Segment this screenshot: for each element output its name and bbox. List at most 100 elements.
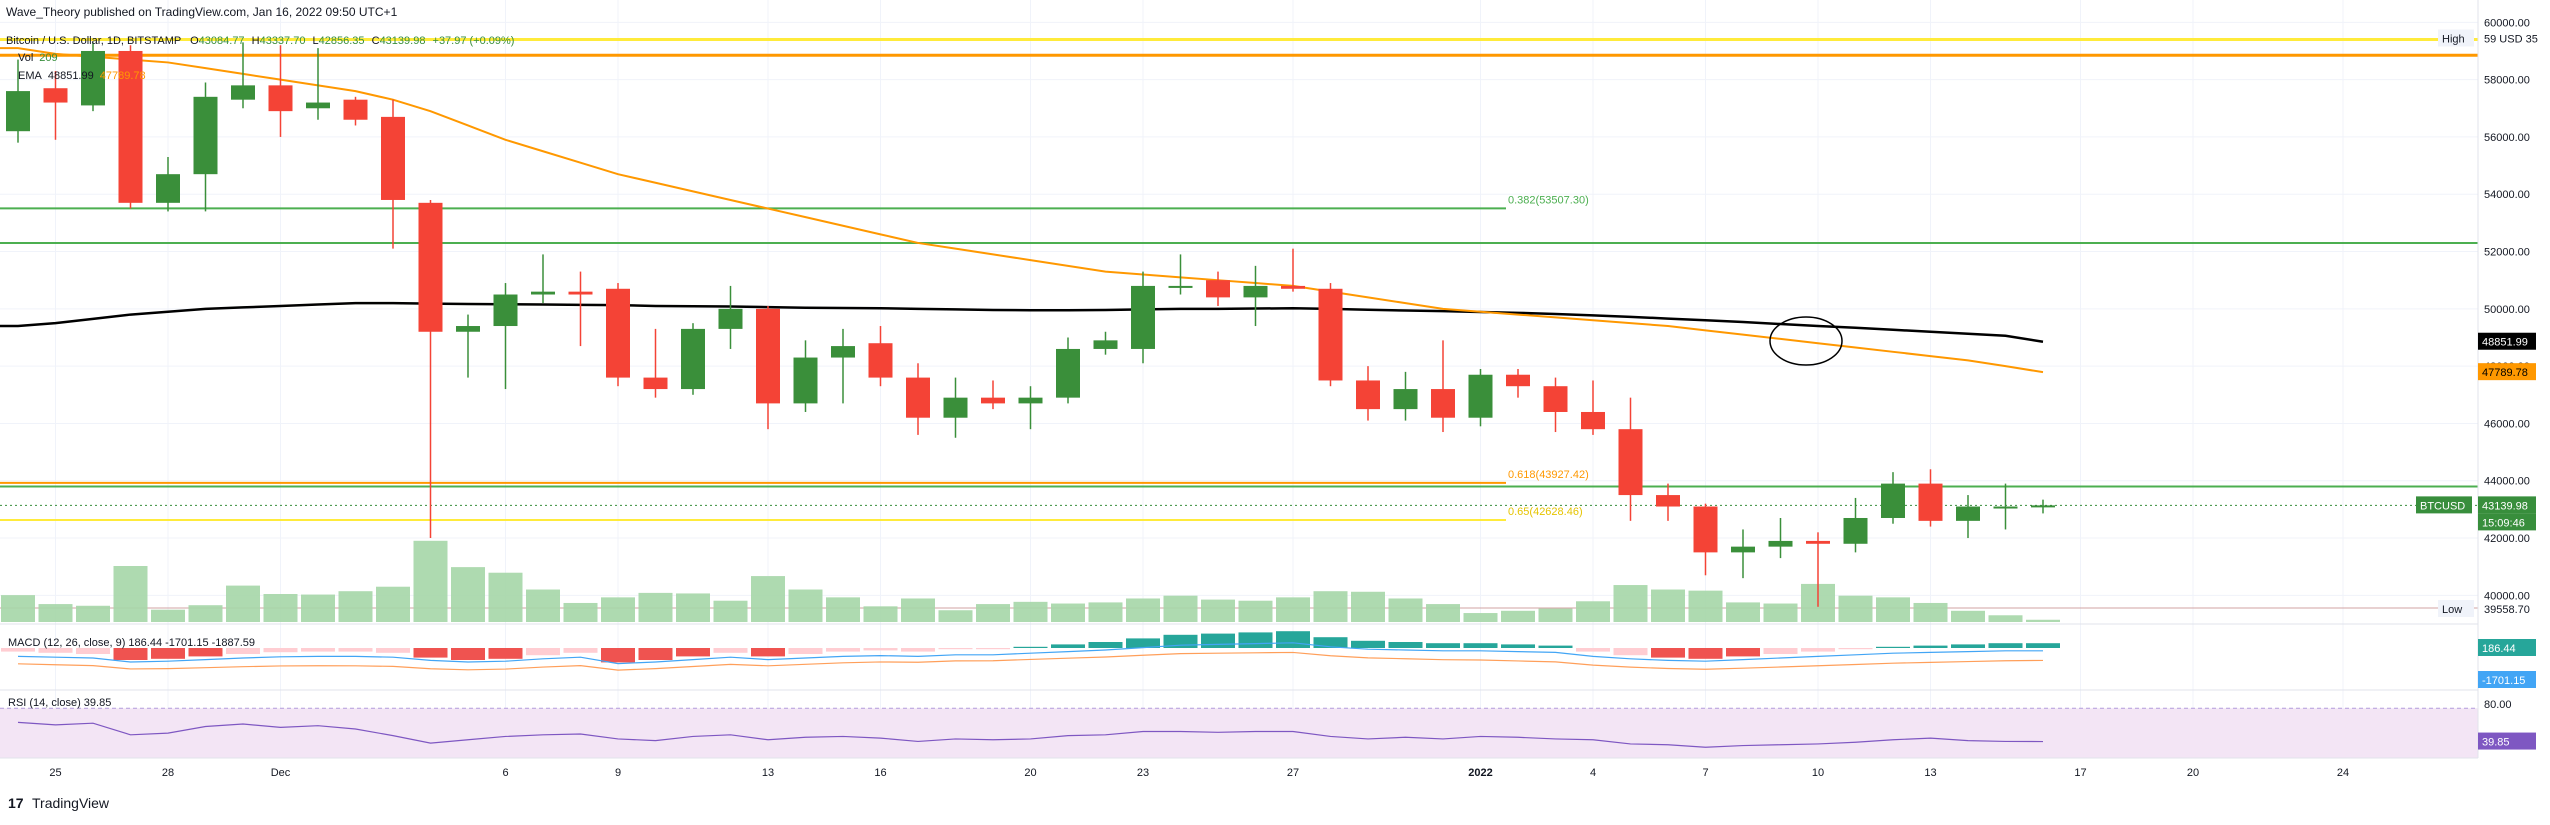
macd-hist-bar	[1, 648, 35, 652]
time-tick-label: 24	[2337, 767, 2349, 779]
volume-bar	[1763, 603, 1798, 622]
candle-body	[1843, 517, 1868, 544]
volume-bar	[1951, 610, 1985, 622]
macd-hist-bar	[526, 648, 560, 656]
time-tick-label: Dec	[271, 767, 291, 779]
macd-hist-bar	[788, 648, 823, 654]
symbol-title: Bitcoin / U.S. Dollar, 1D, BITSTAMP O430…	[6, 35, 514, 47]
candle-body	[1956, 506, 1980, 521]
low-tag: Low	[2442, 604, 2462, 616]
candle-body	[1281, 285, 1305, 289]
volume-bar	[2026, 619, 2060, 622]
volume-bar	[1651, 589, 1685, 622]
logo-mark-icon: 17	[8, 795, 24, 811]
candle-body	[1018, 397, 1043, 404]
price-tick-label: 44000.00	[2484, 476, 2530, 488]
rsi-legend: RSI (14, close) 39.85	[8, 697, 111, 709]
macd-hist-bar	[1501, 644, 1535, 648]
brand-name: TradingView	[32, 795, 110, 811]
candle-body	[1056, 348, 1080, 398]
volume-bar	[826, 597, 860, 622]
time-tick-label: 16	[874, 767, 886, 779]
candle-body	[1206, 280, 1230, 298]
volume-bar	[676, 593, 710, 622]
candle-body	[156, 174, 180, 203]
countdown-tag: 15:09:46	[2482, 517, 2525, 529]
rsi-tag: 39.85	[2482, 737, 2510, 749]
macd-hist-bar	[1576, 648, 1610, 652]
volume-bar	[1351, 591, 1385, 622]
level-label: 0.618(43927.42)	[1508, 469, 1589, 481]
macd-hist-bar	[263, 648, 298, 653]
macd-hist-bar	[563, 648, 598, 653]
price-tick-label: 40000.00	[2484, 590, 2530, 602]
candle-body	[1918, 483, 1943, 521]
time-tick-label: 2022	[1468, 767, 1492, 779]
high-tag: High	[2442, 34, 2465, 46]
macd-hist-bar	[451, 648, 485, 660]
time-tick-label: 27	[1287, 767, 1299, 779]
time-tick-label: 4	[1590, 767, 1596, 779]
macd-hist-bar	[1801, 648, 1835, 652]
time-axis[interactable]: 25 28 Dec 6 9 13 16 20 23 27 2022 4 7 10 13 17 20 24	[49, 767, 2349, 779]
candle-body	[1581, 411, 1605, 430]
candle-body	[1656, 495, 1680, 507]
volume-bar	[1501, 610, 1535, 622]
macd-hist-bar	[676, 648, 710, 657]
level-label: 0.65(42628.46)	[1508, 506, 1583, 518]
macd-hist-bar	[376, 648, 410, 653]
candle-body	[831, 346, 855, 358]
macd-hist-bar	[826, 648, 860, 652]
volume-bar	[751, 576, 785, 622]
ema-slow-line	[0, 301, 2044, 343]
candle-body	[381, 116, 405, 200]
volume-bar	[338, 591, 373, 622]
candle-body	[1618, 429, 1643, 496]
candle-body	[793, 357, 818, 404]
macd-hist-bar	[976, 648, 1010, 650]
macd-hist-bar	[1388, 642, 1423, 648]
rsi-line	[17, 721, 2044, 748]
candles	[6, 42, 2055, 607]
candle-body	[118, 50, 143, 203]
rsi-band	[0, 708, 2478, 758]
volume-bar	[1988, 615, 2023, 622]
candle-body	[1431, 389, 1455, 418]
macd-hist-bar	[1313, 637, 1348, 648]
volume-bar	[563, 602, 598, 622]
macd-hist-bar	[938, 648, 973, 650]
price-tick-label: 46000.00	[2484, 418, 2530, 430]
macd-hist-bar	[1726, 648, 1760, 657]
macd-hist-bar	[901, 648, 935, 652]
ema-lines	[0, 47, 2044, 374]
volume-bar	[1388, 598, 1423, 622]
time-tick-label: 25	[49, 767, 61, 779]
high-value: 59 USD 35	[2484, 34, 2538, 46]
macd-hist-bar	[1276, 631, 1310, 648]
candle-body	[906, 377, 930, 418]
macd-hist-bar	[151, 648, 185, 659]
candle-body	[268, 85, 293, 112]
volume-bar	[263, 594, 298, 622]
volume-bar	[863, 606, 898, 622]
price-tag: 43139.98	[2482, 500, 2528, 512]
price-tag: 48851.99	[2482, 337, 2528, 349]
symbol-tag-bg	[2416, 496, 2472, 514]
macd-hist-bar	[1538, 645, 1573, 648]
ema-legend: EMA 48851.99 47789.78	[18, 70, 146, 82]
macd-hist-bar	[226, 648, 260, 654]
candle-body	[343, 99, 368, 120]
volume-bar	[1726, 602, 1760, 622]
volume-bar	[1, 595, 35, 622]
price-tag-bg	[2478, 332, 2536, 350]
price-tick-label: 42000.00	[2484, 533, 2530, 545]
macd-hist-bar	[1688, 648, 1723, 659]
candle-body	[1993, 506, 2018, 509]
time-tick-label: 9	[615, 767, 621, 779]
macd-hist-bar	[1613, 648, 1648, 656]
macd-hist-bar	[863, 648, 898, 651]
candle-body	[493, 294, 518, 327]
tradingview-logo[interactable]: 17 TradingView	[8, 795, 110, 811]
